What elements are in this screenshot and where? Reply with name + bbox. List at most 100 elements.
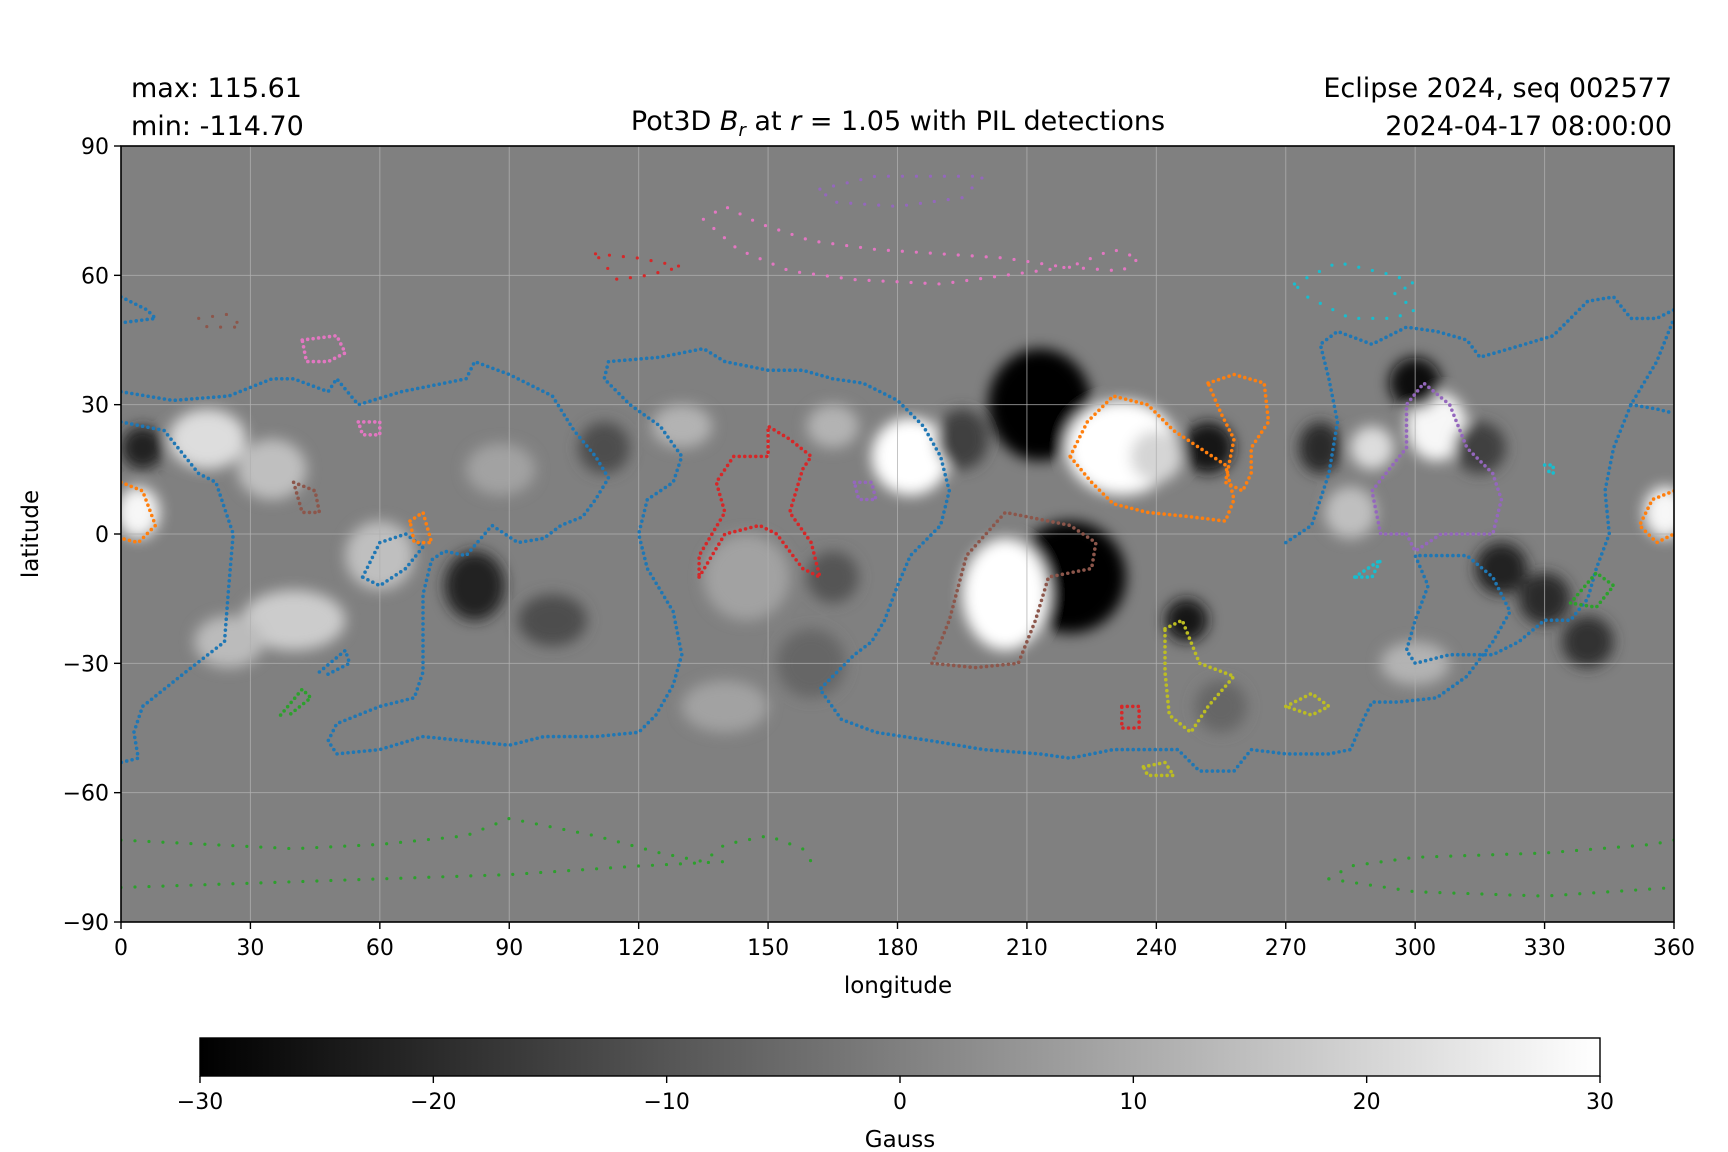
x-tick-label: 330 <box>1524 936 1566 961</box>
y-tick-label: −30 <box>63 652 109 677</box>
pil-series-13 <box>1120 704 1141 730</box>
colorbar-gradient <box>199 1037 1601 1077</box>
pil-series-2 <box>1284 295 1674 545</box>
field-blob-8 <box>936 408 989 470</box>
field-blob-14 <box>1324 486 1377 539</box>
field-blob-27 <box>517 594 587 647</box>
pil-series-19 <box>291 480 322 515</box>
field-blob-34 <box>806 551 859 603</box>
pil-series-8 <box>1637 489 1674 545</box>
field-blob-15 <box>1475 542 1528 595</box>
y-tick-label: 30 <box>81 394 109 419</box>
x-tick-label: 300 <box>1394 936 1436 961</box>
x-tick-label: 120 <box>618 936 660 961</box>
pil-series-32 <box>1327 877 1674 898</box>
field-blob-37 <box>1195 680 1247 733</box>
field-blob-7 <box>871 417 950 496</box>
x-tick-label: 180 <box>877 936 919 961</box>
pil-series-31 <box>1327 838 1674 881</box>
field-blob-26 <box>444 551 505 621</box>
pil-series-10 <box>1068 394 1236 523</box>
colorbar-ticks: −30 −20 −10 0 10 20 30 <box>177 1076 1614 1115</box>
colorbar-tick-label: 20 <box>1353 1090 1381 1115</box>
pil-series-4 <box>360 532 425 588</box>
pil-series-30 <box>121 860 727 890</box>
pil-series-11 <box>1206 372 1271 493</box>
colorbar-tick-label: −20 <box>410 1090 456 1115</box>
x-tick-label: 240 <box>1135 936 1177 961</box>
pil-series-17 <box>818 174 986 208</box>
pil-series-1 <box>121 316 1674 773</box>
pil-series-16 <box>852 480 878 502</box>
pil-series-15 <box>1370 381 1504 553</box>
colorbar: −30 −20 −10 0 10 20 30 Gauss <box>177 1037 1614 1152</box>
colorbar-tick-label: −30 <box>177 1090 223 1115</box>
y-tick-label: 90 <box>81 135 109 160</box>
x-axis-label: longitude <box>844 973 952 999</box>
field-blob-24 <box>194 615 264 668</box>
field-blob-32 <box>681 680 769 733</box>
field-blob-30 <box>651 404 713 448</box>
eclipse-annotation: Eclipse 2024, seq 002577 <box>1323 73 1672 104</box>
heatmap-field <box>121 348 1674 733</box>
y-tick-label: 0 <box>95 523 109 548</box>
field-blob-22 <box>237 439 307 500</box>
field-blob-31 <box>703 534 790 621</box>
field-blob-5 <box>1164 598 1209 642</box>
chart-title: Pot3D Br at r = 1.05 with PIL detections <box>631 106 1165 141</box>
x-tick-label: 150 <box>747 936 789 961</box>
pil-series-21 <box>300 333 348 364</box>
max-annotation: max: 115.61 <box>131 73 302 104</box>
pil-detections <box>121 174 1674 898</box>
x-tick-label: 210 <box>1006 936 1048 961</box>
pil-series-3 <box>1629 402 1674 416</box>
pil-series-25 <box>1353 558 1383 579</box>
grid <box>120 145 1675 923</box>
y-axis-ticks: −90 −60 −30 0 30 60 90 <box>63 135 121 936</box>
x-tick-label: 90 <box>495 936 523 961</box>
field-blob-33 <box>806 404 859 448</box>
field-blob-20 <box>121 426 165 470</box>
x-tick-label: 60 <box>366 936 394 961</box>
y-tick-label: 60 <box>81 264 109 289</box>
colorbar-tick-label: −10 <box>643 1090 689 1115</box>
plot-area: 0 30 60 90 120 150 180 210 240 270 300 330 360 −90−6… <box>63 135 1695 961</box>
pil-series-27 <box>1568 571 1616 610</box>
pil-series-33 <box>1163 618 1236 735</box>
y-tick-label: −60 <box>63 782 109 807</box>
field-blob-11 <box>1453 421 1506 474</box>
field-blob-21 <box>168 408 247 470</box>
pil-series-9 <box>408 510 434 545</box>
field-blob-28 <box>466 443 536 496</box>
colorbar-tick-label: 10 <box>1119 1090 1147 1115</box>
pil-series-34 <box>1284 691 1331 717</box>
y-tick-label: −90 <box>63 911 109 936</box>
colorbar-tick-label: 30 <box>1586 1090 1614 1115</box>
pil-series-7 <box>121 480 158 545</box>
pil-series-12 <box>697 424 822 579</box>
colorbar-tick-label: 0 <box>893 1090 907 1115</box>
x-tick-label: 0 <box>114 936 128 961</box>
pil-series-22 <box>356 420 382 437</box>
field-blob-12 <box>1350 426 1394 470</box>
y-axis-label: latitude <box>18 490 44 578</box>
field-blob-18 <box>1643 486 1674 539</box>
field-blob-29 <box>578 421 631 474</box>
pil-series-0 <box>121 420 235 765</box>
pil-series-26 <box>1542 463 1555 476</box>
date-annotation: 2024-04-17 08:00:00 <box>1385 111 1672 142</box>
field-blob-13 <box>1298 421 1342 474</box>
pil-series-18 <box>930 510 1098 670</box>
pil-series-5 <box>317 648 352 679</box>
field-blob-23 <box>241 590 346 651</box>
x-tick-label: 360 <box>1653 936 1695 961</box>
field-blob-19 <box>121 486 160 539</box>
field-blob-3 <box>962 538 1049 651</box>
pil-series-28 <box>278 687 313 717</box>
min-annotation: min: -114.70 <box>131 111 304 142</box>
field-blob-17 <box>1561 615 1614 668</box>
pil-series-35 <box>1141 760 1176 778</box>
colorbar-label: Gauss <box>865 1127 935 1152</box>
x-tick-label: 30 <box>236 936 264 961</box>
